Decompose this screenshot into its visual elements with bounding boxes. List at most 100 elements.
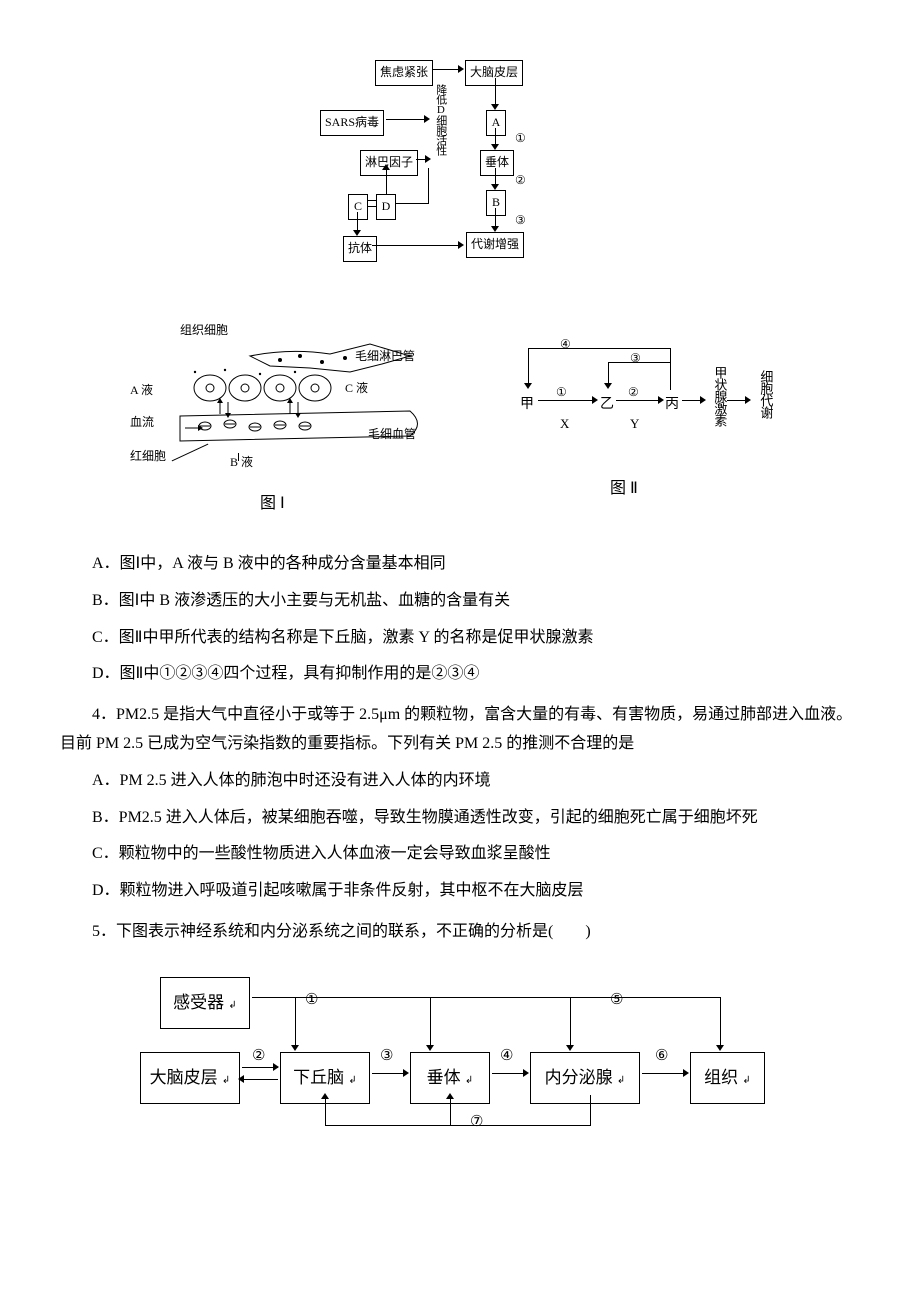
caption-1: 图 Ⅰ — [260, 490, 285, 519]
n-arrowhead-1 — [291, 1045, 299, 1051]
arrow-yi-bing — [616, 400, 660, 401]
box-C: C — [348, 194, 368, 220]
q4-A: A．PM 2.5 进入人体的肺泡中时还没有进入人体的内环境 — [60, 767, 860, 796]
arrow-B-metab — [495, 208, 496, 228]
arrowhead-6 — [382, 164, 390, 170]
n-arrow-rp-v — [430, 997, 431, 1047]
nbox-receptor: 感受器 ↲ — [160, 977, 250, 1030]
circle-1: ① — [515, 128, 526, 150]
arrowhead-1 — [458, 65, 464, 73]
option-A: A．图Ⅰ中，A 液与 B 液中的各种成分含量基本相同 — [60, 550, 860, 579]
n-arrowhead-5 — [566, 1045, 574, 1051]
n-circ-3: ③ — [380, 1043, 393, 1070]
node-X: X — [560, 412, 569, 435]
box-A: A — [486, 110, 506, 136]
hypo-label: 下丘脑 — [293, 1068, 344, 1087]
arrow-D-right — [396, 203, 428, 204]
fb-circle-4: ④ — [560, 334, 571, 356]
label-blood-flow: 血流 — [130, 412, 154, 434]
box-anxiety: 焦虑紧张 — [375, 60, 433, 86]
endo-label: 内分泌腺 — [545, 1068, 613, 1087]
n-arrow-7-v3 — [450, 1097, 451, 1125]
q4-stem: 4．PM2.5 是指大气中直径小于或等于 2.5μm 的颗粒物，富含大量的有毒、… — [60, 701, 860, 759]
n-arrowhead-7b — [446, 1093, 454, 1099]
arrow-jia-yi — [538, 400, 594, 401]
sars-diagram: 焦虑紧张 大脑皮层 SARS病毒 降低D细胞活性 A ① 垂体 淋巴因子 ② B… — [290, 60, 630, 300]
n-arrow-1-v — [295, 997, 296, 1047]
n-arrow-6 — [642, 1073, 686, 1074]
arrowhead-5 — [425, 155, 431, 163]
box-B: B — [486, 190, 506, 216]
circle-2: ② — [515, 170, 526, 192]
n-circ-1: ① — [305, 987, 318, 1014]
arrow-virus-vtext — [386, 119, 426, 120]
arrow-C-antibody — [357, 212, 358, 232]
tissue-diagram: 组织细胞 — [130, 320, 470, 520]
ptr-B — [238, 453, 239, 461]
fb4-v — [528, 348, 529, 386]
n-arrowhead-4 — [523, 1069, 529, 1077]
n-arrowhead-2a — [273, 1063, 279, 1071]
nbox-cortex: 大脑皮层 ↲ — [140, 1052, 240, 1105]
arrowhead-fb2 — [658, 396, 664, 404]
node-thyroid: 甲状腺激素 — [708, 366, 731, 426]
n-arrowhead-3 — [403, 1069, 409, 1077]
pit-glyph: ↲ — [465, 1075, 473, 1086]
receptor-label: 感受器 — [173, 993, 224, 1012]
fb4-v0 — [670, 348, 671, 362]
box-virus: SARS病毒 — [320, 110, 384, 136]
n-arrow-5-h2 — [570, 997, 720, 998]
n-arrow-2b — [242, 1079, 278, 1080]
option-B: B．图Ⅰ中 B 液渗透压的大小主要与无机盐、血糖的含量有关 — [60, 587, 860, 616]
nbox-endocrine: 内分泌腺 ↲ — [530, 1052, 640, 1105]
arrowhead-fb6 — [745, 396, 751, 404]
n-circ-5: ⑤ — [610, 987, 623, 1014]
n-arrow-7-v2 — [325, 1097, 326, 1125]
arrowhead-fb1 — [592, 396, 598, 404]
arrow-D-up — [428, 168, 429, 204]
tiss-glyph: ↲ — [742, 1075, 750, 1086]
n-circ-2: ② — [252, 1043, 265, 1070]
pit-label: 垂体 — [427, 1068, 461, 1087]
n-arrow-1-h — [252, 997, 295, 998]
tiss-label: 组织 — [704, 1068, 738, 1087]
n-arrow-5-v — [570, 997, 571, 1047]
vertical-text: 降低D细胞活性 — [430, 84, 450, 155]
arrowhead-10 — [458, 241, 464, 249]
box-lymphokine: 淋巴因子 — [360, 150, 418, 176]
box-antibody: 抗体 — [343, 236, 377, 262]
label-lymph-cap: 毛细淋巴管 — [355, 346, 415, 368]
option-C: C．图Ⅱ中甲所代表的结构名称是下丘脑，激素 Y 的名称是促甲状腺激素 — [60, 624, 860, 653]
node-bing: 丙 — [665, 392, 679, 417]
node-jia: 甲 — [520, 392, 534, 417]
n-arrow-4 — [492, 1073, 526, 1074]
n-arrow-rp-h — [295, 997, 430, 998]
arrow-CD-lymph — [386, 168, 387, 194]
caption-2: 图 Ⅱ — [610, 475, 638, 504]
sars-diagram-container: 焦虑紧张 大脑皮层 SARS病毒 降低D细胞活性 A ① 垂体 淋巴因子 ② B… — [60, 60, 860, 300]
arrow-cortex-A — [495, 78, 496, 106]
arrow-C-D2 — [368, 206, 376, 207]
receptor-glyph: ↲ — [228, 1000, 236, 1011]
n-arrowhead-2b — [238, 1075, 244, 1083]
q4-D: D．颗粒物进入呼吸道引起咳嗽属于非条件反射，其中枢不在大脑皮层 — [60, 877, 860, 906]
n-arrowhead-5b — [716, 1045, 724, 1051]
label-C-liquid: C 液 — [345, 378, 368, 400]
n-arrow-7-v1 — [590, 1095, 591, 1125]
endo-glyph: ↲ — [617, 1075, 625, 1086]
hypo-glyph: ↲ — [348, 1075, 356, 1086]
label-B-liquid: B 液 — [230, 452, 253, 474]
n-arrowhead-rp — [426, 1045, 434, 1051]
n-arrow-3 — [372, 1073, 406, 1074]
q4-C: C．颗粒物中的一些酸性物质进入人体血液一定会导致血浆呈酸性 — [60, 840, 860, 869]
arrow-hormone-cell — [727, 400, 747, 401]
q4-B: B．PM2.5 进入人体后，被某细胞吞噬，导致生物膜通透性改变，引起的细胞死亡属… — [60, 804, 860, 833]
label-red-cell: 红细胞 — [130, 446, 166, 468]
node-Y: Y — [630, 412, 639, 435]
arrowhead-fb5 — [700, 396, 706, 404]
n-arrow-7-h — [325, 1125, 591, 1126]
fb4-h — [528, 348, 670, 349]
n-circ-7: ⑦ — [470, 1109, 483, 1136]
box-cortex: 大脑皮层 — [465, 60, 523, 86]
arrowhead-fb3 — [604, 383, 612, 389]
